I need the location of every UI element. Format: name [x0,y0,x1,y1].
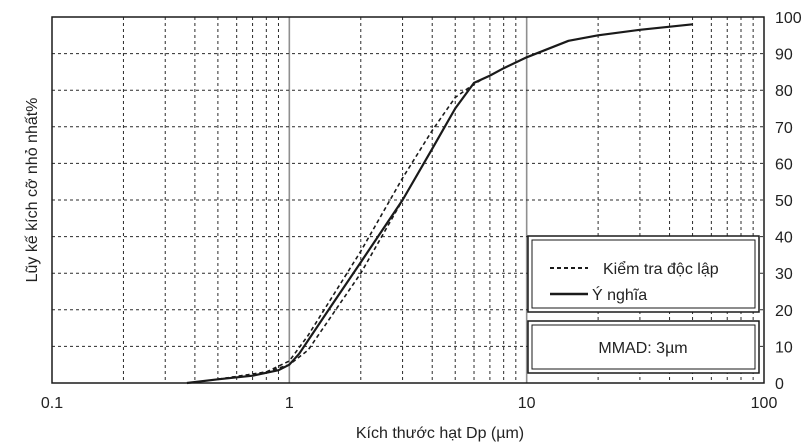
plot-frame [51,16,765,384]
series-meaning-line [186,23,693,385]
y-tick-label: 60 [775,156,793,173]
y-tick-label: 70 [775,120,793,137]
x-tick-labels: 0.1 1 10 100 [41,395,778,412]
y-axis-title: Lũy kế kích cỡ nhỏ nhất% [24,98,41,283]
mmad-frame [527,320,760,374]
legend-frame-inner [531,239,756,309]
legend-label-independent-test: Kiểm tra độc lập [603,260,719,278]
legend-frame [527,235,760,313]
y-tick-label: 80 [775,83,793,100]
y-tick-label: 100 [775,10,802,27]
y-tick-label: 50 [775,193,793,210]
y-tick-label: 20 [775,303,793,320]
x-axis-title: Kích thước hạt Dp (µm) [356,425,524,442]
x-tick-label: 100 [751,395,778,412]
grid [52,17,764,383]
x-tick-label: 0.1 [41,395,63,412]
y-tick-label: 40 [775,230,793,247]
legend-label-meaning: Ý nghĩa [592,285,647,304]
mmad-frame-inner [531,324,756,370]
legend: Kiểm tra độc lập Ý nghĩa [527,235,760,313]
mmad-label: MMAD: 3µm [598,340,687,357]
y-tick-label: 0 [775,376,784,393]
x-tick-label: 1 [285,395,294,412]
y-tick-label: 10 [775,339,793,356]
y-tick-labels: 0 10 20 30 40 50 60 70 80 90 100 [775,10,802,393]
mmad-box: MMAD: 3µm [527,320,760,374]
x-tick-label: 10 [518,395,536,412]
y-tick-label: 90 [775,47,793,64]
y-tick-label: 30 [775,266,793,283]
series-layer [186,23,693,385]
